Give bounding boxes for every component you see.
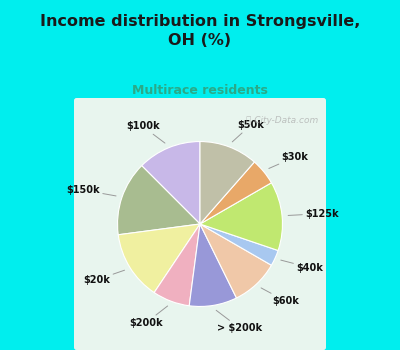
Wedge shape xyxy=(200,183,282,251)
FancyBboxPatch shape xyxy=(74,98,326,350)
Text: $60k: $60k xyxy=(261,288,299,306)
Text: > $200k: > $200k xyxy=(216,310,262,333)
Text: Multirace residents: Multirace residents xyxy=(132,84,268,97)
Wedge shape xyxy=(200,162,272,224)
Wedge shape xyxy=(200,141,254,224)
Wedge shape xyxy=(142,141,200,224)
Wedge shape xyxy=(200,224,272,298)
Text: $20k: $20k xyxy=(84,270,124,285)
Wedge shape xyxy=(154,224,200,306)
Text: $50k: $50k xyxy=(232,120,264,142)
Wedge shape xyxy=(118,224,200,293)
Text: $125k: $125k xyxy=(288,209,339,219)
Text: $150k: $150k xyxy=(66,185,116,196)
Text: $200k: $200k xyxy=(129,306,168,328)
Text: Income distribution in Strongsville,
OH (%): Income distribution in Strongsville, OH … xyxy=(40,14,360,48)
Wedge shape xyxy=(189,224,236,307)
Text: $100k: $100k xyxy=(126,121,165,143)
Text: $40k: $40k xyxy=(281,260,323,273)
Wedge shape xyxy=(118,166,200,235)
Text: $30k: $30k xyxy=(269,152,308,168)
Wedge shape xyxy=(200,224,278,265)
Text: ⓘ City-Data.com: ⓘ City-Data.com xyxy=(246,116,318,125)
